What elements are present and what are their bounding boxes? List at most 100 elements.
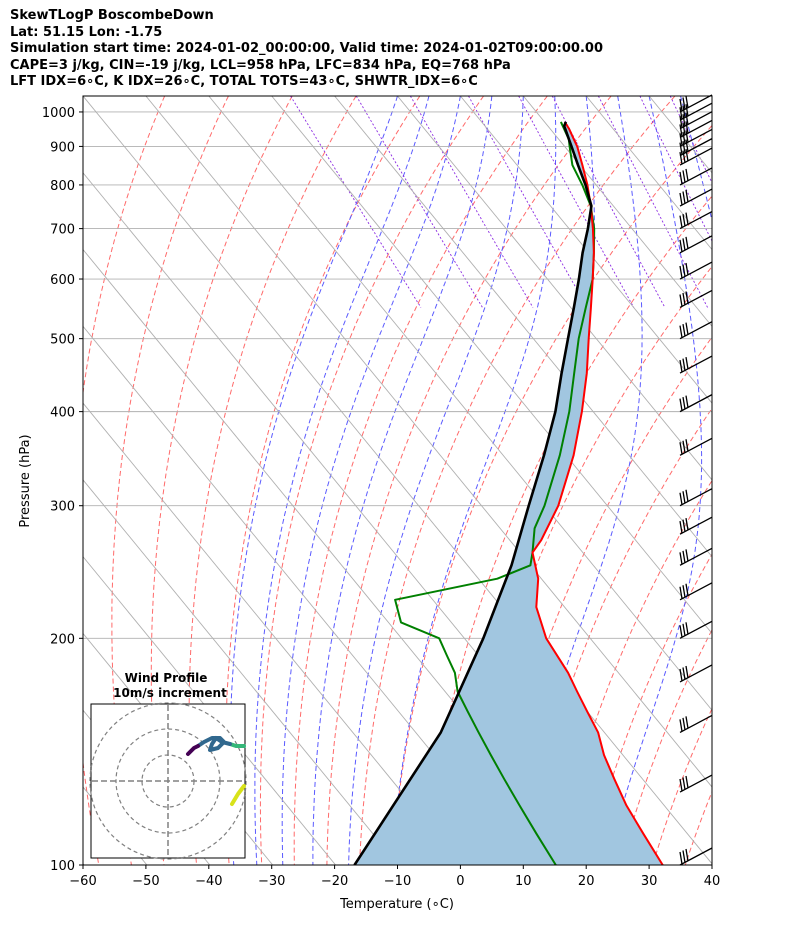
wind-barb (679, 664, 713, 683)
wind-barb-flag (685, 848, 689, 862)
wind-barb-flag (685, 104, 689, 117)
wind-barb (679, 128, 713, 147)
wind-barb-flag (685, 189, 689, 203)
wind-barb-flag (682, 358, 686, 371)
x-tick-label: 40 (704, 874, 721, 889)
wind-barb-flag (679, 142, 683, 155)
isotherm-gridline (460, 96, 712, 404)
wind-barb-flag (682, 292, 686, 306)
time-line: Simulation start time: 2024-01-02_00:00:… (10, 41, 603, 56)
y-tick-label: 1000 (42, 106, 75, 121)
isotherm-gridline (83, 402, 462, 865)
wind-barb-flag (682, 264, 686, 277)
wind-barb-flag (685, 236, 689, 249)
y-axis-label: Pressure (hPa) (18, 434, 33, 527)
dry-adiabat (293, 96, 548, 865)
wind-barb-flag (679, 171, 683, 185)
hodograph-subtitle: 10m/s increment (113, 686, 227, 700)
wind-barb-flag (679, 398, 683, 411)
moist-adiabat (514, 96, 643, 865)
chart-title: SkewTLogP BoscombeDown (10, 8, 214, 23)
wind-barb (679, 394, 713, 413)
wind-barb-flag (679, 552, 683, 565)
wind-barb-flag (682, 491, 686, 504)
isotherm-gridline (83, 325, 525, 865)
hodograph-trace (186, 744, 200, 756)
moist-adiabat (605, 96, 703, 865)
wind-barb-flag (679, 192, 683, 206)
wind-barb-flag (682, 397, 686, 410)
y-tick-label: 200 (50, 632, 75, 647)
isotherm-gridline (711, 96, 712, 97)
x-axis-label: Temperature (∘C) (339, 897, 454, 912)
wind-barb (679, 188, 713, 207)
x-tick-label: −10 (384, 874, 411, 889)
wind-barb-flag (679, 851, 683, 865)
wind-barb-flag (679, 107, 683, 120)
moist-adiabat (312, 96, 493, 865)
wind-barb-flag (679, 115, 683, 128)
wind-barb-flag (679, 442, 683, 455)
y-tick-label: 300 (50, 500, 75, 515)
x-tick-label: 20 (578, 874, 595, 889)
moist-adiabat (348, 96, 524, 865)
wind-barb-flag (679, 359, 683, 373)
wind-barb-flag (685, 262, 689, 276)
mixing-ratio-line (355, 96, 483, 308)
wind-barb (679, 547, 713, 566)
wind-barb (679, 235, 713, 254)
wind-barb-flag (679, 124, 683, 137)
wind-barb-flag (685, 322, 689, 335)
y-tick-label: 700 (50, 223, 75, 238)
wind-barb (679, 582, 713, 601)
wind-barb (679, 147, 713, 166)
wind-barb (679, 321, 713, 340)
dry-adiabat (750, 96, 794, 865)
wind-barb-flag (682, 667, 686, 680)
wind-barb-flag (685, 130, 689, 143)
wind-barb-flag (679, 586, 683, 599)
dry-adiabat (684, 790, 712, 865)
wind-barb (679, 102, 713, 121)
hodograph-trace (196, 736, 232, 752)
wind-barb-flag (679, 294, 683, 307)
dry-adiabat (188, 96, 357, 865)
temperature-line (531, 121, 664, 865)
x-tick-label: 0 (456, 874, 464, 889)
wind-barb-flag (685, 489, 689, 502)
wind-barb-flag (682, 213, 686, 227)
mixing-ratio-line (597, 96, 708, 308)
wind-barb-flag (679, 521, 683, 534)
moist-adiabat (391, 96, 557, 865)
dry-adiabat (150, 96, 293, 865)
dry-adiabat (359, 96, 676, 865)
wind-barb-flag (679, 215, 683, 228)
dry-adiabat (489, 336, 712, 865)
wind-barb (679, 488, 713, 507)
wind-barb-flag (682, 585, 686, 598)
wind-barb-flag (685, 622, 689, 635)
dry-adiabat (718, 96, 794, 865)
isotherm-gridline (83, 479, 399, 865)
y-tick-label: 500 (50, 333, 75, 348)
wind-barb-flag (679, 98, 683, 112)
wind-barb-flag (682, 850, 686, 863)
wind-barb (679, 94, 713, 113)
moist-adiabat (254, 96, 430, 865)
x-tick-label: −30 (258, 874, 285, 889)
wind-barb-flag (682, 97, 686, 110)
x-tick-label: −40 (195, 874, 222, 889)
wind-barb-flag (685, 149, 689, 162)
wind-barb-flag (682, 191, 686, 204)
wind-barb-flag (679, 668, 683, 682)
wind-barb-flag (682, 122, 686, 136)
isotherm-gridline (83, 863, 85, 865)
wind-barb-flag (679, 265, 683, 279)
dry-adiabat (111, 96, 229, 865)
x-tick-label: 30 (641, 874, 658, 889)
wind-barb-flag (685, 549, 689, 562)
location-line: Lat: 51.15 Lon: -1.75 (10, 24, 163, 40)
isotherm-gridline (83, 96, 712, 865)
y-tick-label: 900 (50, 140, 75, 155)
